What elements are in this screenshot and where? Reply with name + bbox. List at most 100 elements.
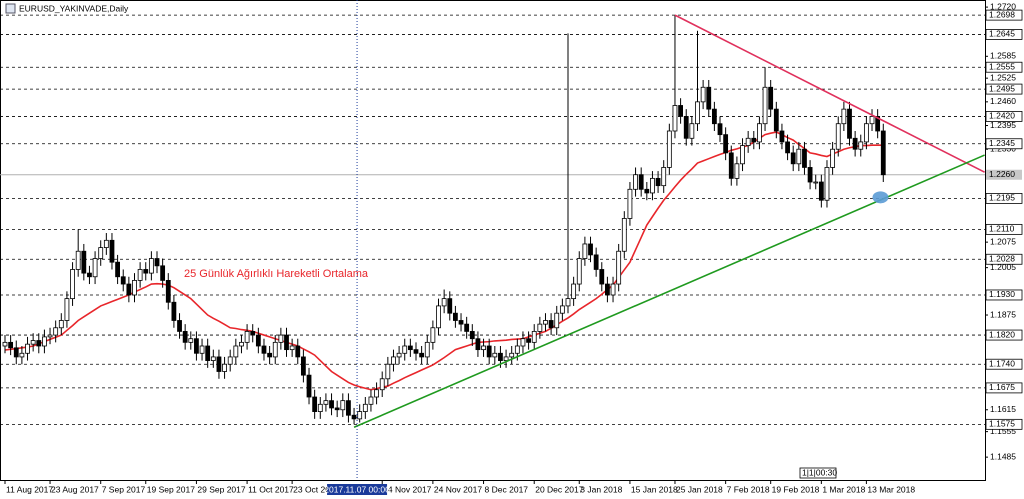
candle-body <box>785 141 790 154</box>
candle-body <box>19 352 25 358</box>
candle-body <box>695 101 700 125</box>
level-label-box <box>985 193 1023 204</box>
level-label: 1.2345 <box>989 138 1015 148</box>
x-tick-label: 29 Sep 2017 <box>197 484 245 494</box>
countdown-box <box>799 467 837 479</box>
candle-body <box>289 345 295 351</box>
candle-body <box>205 345 211 361</box>
candle-body <box>880 130 886 176</box>
y-tick-label: 1.2005 <box>990 262 1016 272</box>
candle-body <box>588 243 593 256</box>
candle-body <box>723 134 729 154</box>
candle-body <box>655 177 661 187</box>
candle-body <box>379 378 385 391</box>
candle-body <box>576 258 582 285</box>
candle-body <box>447 298 453 314</box>
candle-body <box>216 356 222 372</box>
candle-body <box>334 407 340 411</box>
candle-body <box>222 363 227 372</box>
candle-body <box>436 305 441 329</box>
candle-body <box>47 334 53 338</box>
candle-body <box>103 239 109 249</box>
candle-body <box>227 356 233 365</box>
y-tick-label: 1.1615 <box>990 404 1016 414</box>
candle-body <box>650 177 655 194</box>
candle-body <box>402 345 408 354</box>
x-tick-label: 24 Nov 2017 <box>434 484 482 494</box>
level-label-box <box>985 138 1023 150</box>
x-tick-label: 20 Dec 2017 <box>535 484 583 494</box>
candle-body <box>509 352 515 358</box>
candle-body <box>689 123 695 139</box>
candle-body <box>98 247 104 259</box>
level-label: 1.1930 <box>989 289 1015 299</box>
current-price-label: 1.2260 <box>989 169 1015 179</box>
current-price-box <box>986 169 1022 180</box>
candle-body <box>734 163 740 179</box>
y-tick-label: 1.2460 <box>990 96 1016 106</box>
x-tick-label: 23 Oct 2017 <box>293 484 340 494</box>
candle-body <box>700 86 706 103</box>
trendline <box>674 14 985 173</box>
x-tick-label: 7 Feb 2018 <box>727 484 770 494</box>
level-label: 1.2110 <box>989 224 1015 234</box>
candle-body <box>329 400 334 409</box>
candle-body <box>25 343 30 354</box>
candle-body <box>300 356 306 376</box>
y-tick-label: 1.2525 <box>990 72 1016 82</box>
candle-body <box>678 105 683 117</box>
x-tick-label: 11 Aug 2017 <box>6 484 53 494</box>
candle-body <box>396 352 402 358</box>
level-label-box <box>985 253 1023 265</box>
x-tick-label: 23 Aug 2017 <box>51 484 99 494</box>
candle-body <box>818 181 824 201</box>
candle-body <box>13 347 19 358</box>
level-label-box <box>985 61 1023 73</box>
candle-body <box>165 280 171 303</box>
level-label: 1.2420 <box>989 111 1015 121</box>
candle-body <box>340 400 346 411</box>
candle-body <box>267 352 273 358</box>
candle-body <box>740 145 745 165</box>
candle-body <box>160 265 166 281</box>
candle-body <box>81 250 87 274</box>
level-label-box <box>985 9 1023 21</box>
candle-body <box>120 276 126 285</box>
candle-body <box>621 218 627 252</box>
candle-body <box>250 331 256 336</box>
y-tick-label: 1.1875 <box>990 309 1016 319</box>
x-tick-label: 19 Feb 2018 <box>772 484 820 494</box>
candle-body <box>441 298 447 307</box>
candle-body <box>633 174 638 190</box>
candle-body <box>498 352 503 361</box>
candle-body <box>368 396 374 405</box>
candle-body <box>154 258 160 267</box>
candle-body <box>638 174 644 190</box>
level-label-box <box>985 289 1023 301</box>
level-label: 1.2698 <box>989 9 1015 19</box>
candle-body <box>616 250 622 285</box>
level-label: 1.2495 <box>989 83 1015 93</box>
candle-body <box>188 338 194 343</box>
candle-body <box>87 272 92 278</box>
candle-body <box>779 130 785 143</box>
candle-body <box>42 336 47 347</box>
level-label-box <box>985 83 1023 95</box>
candle-body <box>194 338 199 354</box>
candle-body <box>413 349 419 354</box>
candle-body <box>58 320 64 329</box>
x-tick-label: 13 Mar 2018 <box>867 484 915 494</box>
candle-body <box>869 116 875 125</box>
candle-body <box>132 280 137 296</box>
candle-body <box>407 345 413 351</box>
level-label: 1.1740 <box>989 358 1015 368</box>
candle-body <box>137 269 143 281</box>
candle-body <box>548 320 554 329</box>
x-tick-label: 19 Sep 2017 <box>147 484 195 494</box>
crosshair-label: 2017.11.07 00:00 <box>324 484 390 494</box>
candle-body <box>171 301 177 321</box>
level-label-box <box>985 29 1023 40</box>
candle-body <box>711 108 717 125</box>
